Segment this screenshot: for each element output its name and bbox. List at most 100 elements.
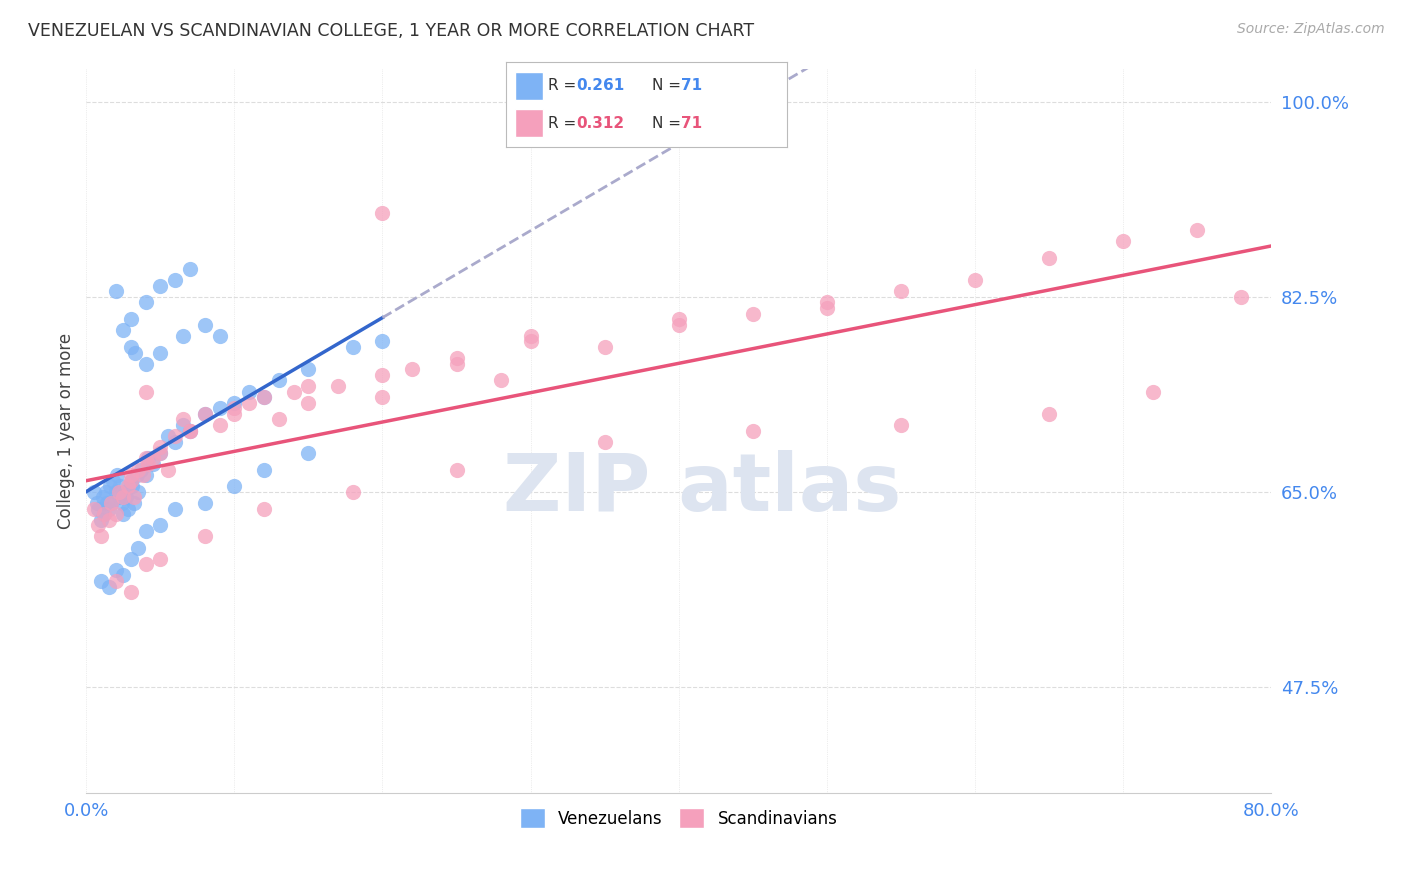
Point xyxy=(1185,223,1208,237)
Point xyxy=(117,479,139,493)
Point xyxy=(117,501,139,516)
Point xyxy=(122,491,145,505)
Point xyxy=(342,340,364,354)
Point xyxy=(519,334,541,349)
Point xyxy=(1230,290,1253,304)
Point xyxy=(120,474,142,488)
Point xyxy=(890,417,912,432)
Text: N =: N = xyxy=(652,116,686,130)
Point xyxy=(194,496,217,510)
Point xyxy=(593,340,616,354)
Point xyxy=(111,496,134,510)
Bar xyxy=(515,71,543,100)
Point xyxy=(149,446,172,460)
Point xyxy=(208,329,231,343)
Point xyxy=(108,491,131,505)
Text: 71: 71 xyxy=(681,78,702,94)
Point xyxy=(97,580,120,594)
Point xyxy=(371,390,394,404)
Point xyxy=(100,496,122,510)
Point xyxy=(668,318,690,332)
Point xyxy=(172,417,194,432)
Legend: Venezuelans, Scandinavians: Venezuelans, Scandinavians xyxy=(513,801,844,835)
Point xyxy=(105,468,128,483)
Point xyxy=(110,479,132,493)
Point xyxy=(149,446,172,460)
Point xyxy=(156,429,179,443)
Point xyxy=(90,513,112,527)
Point xyxy=(135,524,157,538)
Point xyxy=(87,518,110,533)
Point xyxy=(253,390,276,404)
Point xyxy=(489,374,512,388)
Point xyxy=(165,434,187,449)
Point xyxy=(120,340,142,354)
Point xyxy=(93,507,115,521)
Point xyxy=(135,451,157,466)
Point xyxy=(142,457,165,471)
Point xyxy=(267,374,290,388)
Point xyxy=(97,501,120,516)
Point xyxy=(138,457,160,471)
Point xyxy=(131,468,153,483)
Point xyxy=(125,468,148,483)
Point xyxy=(165,429,187,443)
Point xyxy=(135,384,157,399)
Point xyxy=(342,484,364,499)
Point xyxy=(1038,407,1060,421)
Point xyxy=(149,551,172,566)
Point xyxy=(127,484,149,499)
Point xyxy=(83,484,105,499)
Point xyxy=(91,491,114,505)
Point xyxy=(253,390,276,404)
Point xyxy=(1142,384,1164,399)
Point xyxy=(179,424,201,438)
Point xyxy=(149,278,172,293)
Point xyxy=(112,491,135,505)
Point xyxy=(120,468,142,483)
Point xyxy=(120,474,142,488)
Point xyxy=(593,434,616,449)
Point xyxy=(149,440,172,454)
Point xyxy=(86,496,108,510)
Point xyxy=(101,474,124,488)
Point xyxy=(120,551,142,566)
Point xyxy=(83,501,105,516)
Point xyxy=(446,462,468,476)
Point xyxy=(179,424,201,438)
Point xyxy=(224,395,246,409)
Point xyxy=(127,541,149,555)
Point xyxy=(104,484,127,499)
Text: ZIP atlas: ZIP atlas xyxy=(503,450,901,527)
Point xyxy=(114,484,136,499)
Text: R =: R = xyxy=(548,116,582,130)
Point xyxy=(96,496,118,510)
Point xyxy=(194,318,217,332)
Point xyxy=(815,295,838,310)
Point xyxy=(104,563,127,577)
Point xyxy=(297,362,319,376)
Point xyxy=(142,451,165,466)
Point xyxy=(165,501,187,516)
Point xyxy=(446,357,468,371)
Point xyxy=(297,395,319,409)
Point xyxy=(135,558,157,572)
Point xyxy=(208,401,231,416)
Point xyxy=(194,407,217,421)
Point xyxy=(253,501,276,516)
Point xyxy=(371,334,394,349)
Point xyxy=(890,285,912,299)
Point xyxy=(446,351,468,366)
Point xyxy=(283,384,305,399)
Point xyxy=(668,312,690,326)
Text: VENEZUELAN VS SCANDINAVIAN COLLEGE, 1 YEAR OR MORE CORRELATION CHART: VENEZUELAN VS SCANDINAVIAN COLLEGE, 1 YE… xyxy=(28,22,754,40)
Point xyxy=(98,479,121,493)
Point xyxy=(115,491,138,505)
Point xyxy=(297,446,319,460)
Point xyxy=(815,301,838,315)
Point xyxy=(149,345,172,359)
Point xyxy=(297,379,319,393)
Point xyxy=(97,513,120,527)
Point xyxy=(112,507,135,521)
Point xyxy=(371,206,394,220)
